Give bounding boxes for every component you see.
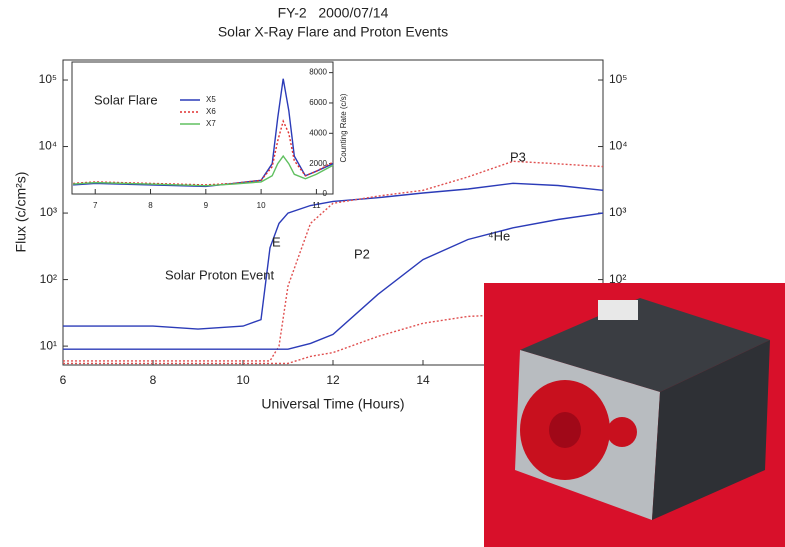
y-axis-label: Flux (c/cm²s): [13, 172, 29, 253]
legend-label: X5: [206, 95, 216, 104]
data-line: [63, 182, 604, 330]
x-tick-label: 14: [416, 373, 430, 387]
legend-label: X6: [206, 107, 216, 116]
x-tick-label: 7: [93, 201, 98, 210]
y-tick-label: 10²: [40, 272, 57, 286]
y-tick-label: 6000: [309, 98, 327, 107]
chart-subtitle: Solar X-Ray Flare and Proton Events: [218, 24, 448, 40]
legend-label: X7: [206, 119, 216, 128]
data-line: [73, 154, 334, 187]
x-tick-label: 6: [60, 373, 67, 387]
annotation: ⁴He: [488, 228, 510, 243]
x-tick-label: 8: [150, 373, 157, 387]
y-tick-label: 10¹: [40, 338, 57, 352]
y-tick-label: 10³: [609, 205, 626, 219]
y-tick-label: 0: [323, 189, 328, 198]
instrument-photo: [484, 283, 785, 547]
x-tick-label: 11: [312, 201, 321, 210]
annotation: E: [272, 234, 281, 249]
x-tick-label: 12: [326, 373, 340, 387]
data-line: [63, 212, 604, 350]
plot-frame: [71, 61, 334, 195]
y-tick-label: 10³: [40, 205, 57, 219]
x-tick-label: 8: [148, 201, 153, 210]
y-tick-label: 2000: [309, 159, 327, 168]
x-tick-label: 10: [257, 201, 266, 210]
y-tick-label: 8000: [309, 68, 327, 77]
plots: 681012141610¹10¹10²10²10³10³10⁴10⁴10⁵10⁵…: [38, 59, 628, 387]
x-axis-label: Universal Time (Hours): [261, 396, 404, 412]
data-line: [63, 160, 604, 362]
data-line: [73, 119, 334, 186]
y-tick-label: 4000: [309, 128, 327, 137]
data-line: [63, 313, 603, 365]
y-axis-label: Counting Rate (c/s): [339, 93, 348, 162]
y-tick-label: 10⁴: [38, 139, 57, 153]
x-tick-label: 10: [236, 373, 250, 387]
annotation: P3: [510, 149, 526, 164]
annotation: P2: [354, 246, 370, 261]
y-tick-label: 10⁵: [609, 72, 627, 86]
y-tick-label: 10⁵: [39, 72, 57, 86]
y-tick-label: 10²: [609, 272, 626, 286]
inset-title: Solar Flare: [94, 92, 158, 107]
annotation: Solar Proton Event: [165, 267, 275, 282]
x-tick-label: 9: [204, 201, 209, 210]
chart-title: FY-2 2000/07/14: [278, 5, 389, 21]
y-tick-label: 10⁴: [609, 139, 628, 153]
